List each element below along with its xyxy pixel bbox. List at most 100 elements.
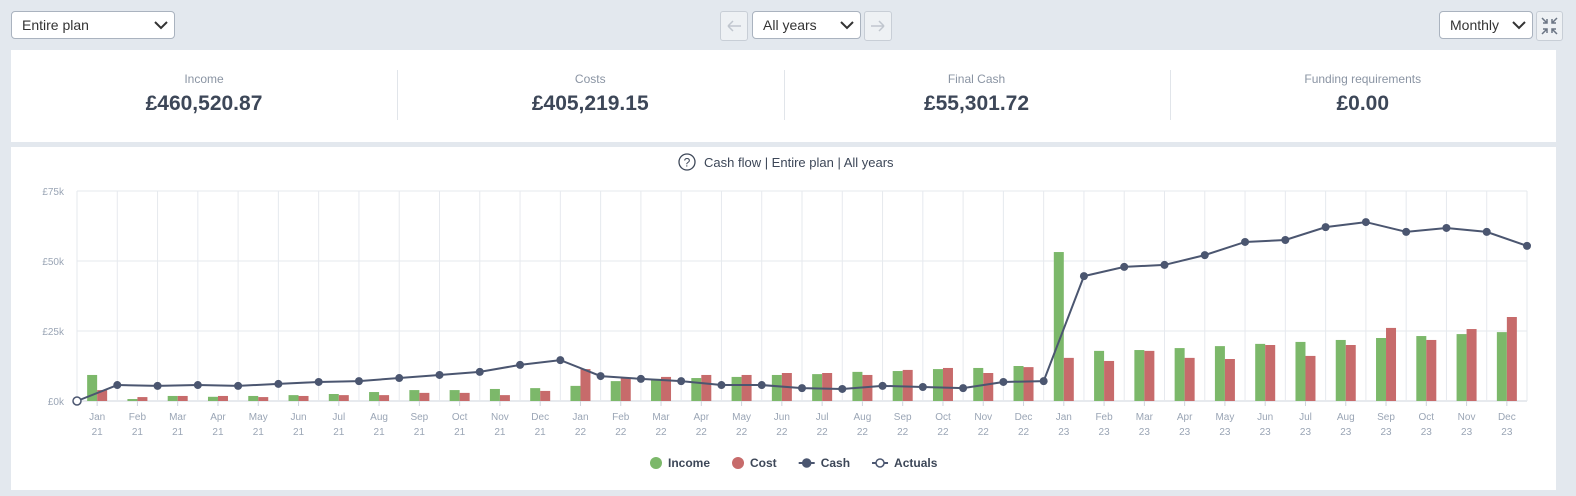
cash-point [1039, 377, 1048, 386]
summary-value: £460,520.87 [145, 92, 263, 115]
x-tick-label: 23 [1340, 427, 1352, 438]
x-tick-label: 21 [172, 427, 184, 438]
x-tick-label: Mar [652, 412, 670, 423]
bar [379, 395, 390, 401]
bar [741, 374, 752, 401]
cash-point [113, 381, 122, 390]
plan-select[interactable]: Entire plan [11, 11, 175, 39]
bar [973, 367, 984, 401]
bar [1506, 317, 1517, 401]
bar [1224, 359, 1235, 401]
cash-point [636, 374, 645, 383]
period-select-text: Monthly [1450, 17, 1500, 33]
cash-point [1281, 236, 1290, 244]
x-tick-label: Mar [169, 412, 187, 423]
legend-marker [732, 457, 745, 469]
bar [1023, 367, 1034, 401]
summary-label: Income [184, 72, 224, 86]
x-tick-label: Oct [1419, 412, 1435, 423]
bar [1386, 327, 1397, 401]
actuals-point [72, 396, 82, 406]
summary-item: Costs £405,219.15 [397, 50, 783, 142]
bar [902, 369, 913, 401]
x-tick-label: 22 [736, 427, 748, 438]
bar [1466, 329, 1477, 401]
x-tick-label: Dec [531, 412, 549, 423]
x-tick-label: Jun [1257, 412, 1273, 423]
bar [1144, 350, 1155, 401]
divider [1169, 70, 1171, 120]
x-tick-label: 23 [1179, 427, 1191, 438]
legend-item: Actuals [872, 456, 938, 470]
x-tick-label: 21 [374, 427, 386, 438]
x-tick-label: 22 [978, 427, 990, 438]
bar [1416, 336, 1427, 401]
x-tick-label: Apr [210, 412, 226, 423]
bar [97, 390, 108, 401]
x-tick-label: 21 [333, 427, 345, 438]
bar [1426, 339, 1437, 401]
legend-item: Cash [798, 456, 850, 470]
x-tick-label: Feb [129, 412, 147, 423]
next-button[interactable] [864, 11, 892, 41]
cash-point [1402, 227, 1411, 236]
bar [167, 395, 178, 401]
bar [1053, 252, 1064, 401]
years-select-text: All years [763, 17, 817, 33]
x-tick-label: 23 [1099, 427, 1111, 438]
bar [207, 396, 218, 401]
summary-label: Costs [574, 72, 606, 86]
x-tick-label: Apr [1177, 412, 1193, 423]
x-tick-label: 21 [454, 427, 466, 438]
cash-point [596, 372, 605, 381]
cash-point [234, 381, 243, 390]
cash-point [798, 384, 806, 393]
x-tick-label: Jun [290, 412, 306, 423]
years-select[interactable]: All years [752, 11, 861, 39]
x-tick-label: 23 [1219, 427, 1231, 438]
x-tick-label: 21 [253, 427, 265, 438]
summary-value: £55,301.72 [923, 92, 1030, 115]
x-tick-label: 22 [615, 427, 627, 438]
chevron [1512, 21, 1526, 30]
x-tick-label: Jan [89, 412, 105, 423]
cash-point [274, 379, 283, 388]
bar [1265, 345, 1276, 401]
x-tick-label: May [732, 412, 751, 423]
bar [338, 395, 349, 401]
summary-value: £0.00 [1336, 92, 1390, 115]
compress-icon [1541, 17, 1558, 35]
cash-point [717, 381, 726, 390]
x-tick-label: 22 [897, 427, 909, 438]
period-select[interactable]: Monthly [1439, 11, 1533, 39]
bar [1456, 334, 1467, 401]
help-icon-text: ? [684, 156, 691, 170]
x-tick-label: Nov [974, 412, 992, 423]
summary-panel: Income £460,520.87 Costs £405,219.15 Final C… [11, 50, 1556, 142]
help-icon[interactable] [678, 153, 696, 171]
bar [822, 373, 833, 401]
x-tick-label: Aug [370, 412, 388, 423]
x-tick-label: 22 [776, 427, 788, 438]
prev-button[interactable] [720, 11, 748, 41]
bar [1376, 338, 1387, 401]
summary-label: Final Cash [947, 72, 1006, 86]
y-tick-label: £0k [48, 397, 65, 408]
x-tick-label: 21 [132, 427, 144, 438]
y-tick-label: £75k [42, 187, 65, 198]
x-tick-label: 21 [92, 427, 104, 438]
x-tick-label: Jul [816, 412, 829, 423]
x-tick-label: 23 [1300, 427, 1312, 438]
x-tick-label: 22 [1018, 427, 1030, 438]
chart-title: Cash flow | Entire plan | All years [704, 155, 894, 170]
divider [783, 70, 785, 120]
arrow-right [871, 20, 885, 32]
cash-point [1241, 237, 1250, 246]
bar [248, 395, 259, 401]
x-tick-label: 22 [655, 427, 667, 438]
bar [530, 388, 541, 401]
x-tick-label: 23 [1260, 427, 1272, 438]
bar [1214, 346, 1225, 401]
compress-button[interactable] [1536, 11, 1563, 41]
